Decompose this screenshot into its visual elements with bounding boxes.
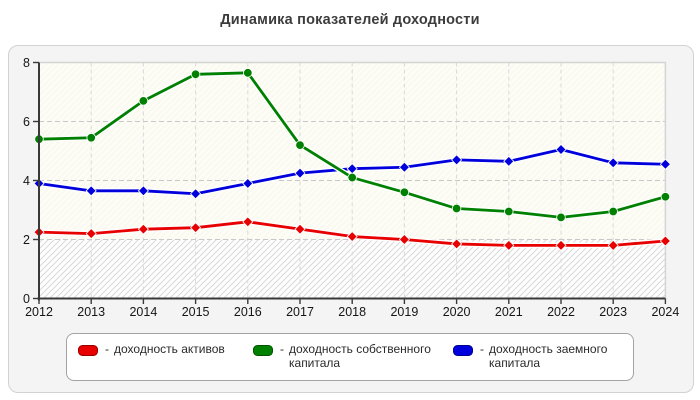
x-tick-label: 2019 [390,305,418,319]
series-debt-return [33,143,671,200]
legend-label-equity-return: доходность собственного капитала [289,342,431,370]
plot-area: 0 2 4 6 8 2012 2013 2014 2015 2016 2017 2018 2019 202… [23,56,679,319]
legend-dash: - [480,342,484,356]
equity-return-marker [295,140,305,150]
equity-return-marker [347,172,357,183]
series-assets-return [33,216,671,251]
debt-return-marker [607,157,619,169]
assets-return-marker [451,238,463,250]
x-tick-label: 2022 [547,305,575,319]
assets-return-marker [137,223,149,235]
debt-return-marker [85,185,97,197]
debt-return-marker [451,154,463,166]
debt-return-marker [398,161,410,173]
assets-return-marker [555,239,567,251]
legend-item-equity-return: - доходность собственного капитала [253,342,452,370]
legend-item-debt-return: - доходность заемного капитала [453,342,629,370]
debt-return-marker [555,143,567,156]
x-tick-label: 2018 [338,305,366,319]
assets-return-marker [190,222,202,234]
equity-return-marker [660,192,671,202]
x-tick-label: 2023 [599,305,627,319]
plot-border [39,61,667,299]
legend-dash: - [105,342,109,356]
y-tick-label: 6 [23,115,30,129]
x-tick-label: 2020 [443,305,471,319]
equity-return-marker [399,187,410,198]
equity-return-marker [243,68,253,78]
debt-return-marker [294,167,306,179]
series-equity-return [34,68,671,223]
equity-return-marker [190,69,201,80]
debt-return-marker [503,155,515,167]
debt-return-marker [346,163,358,175]
debt-return-marker [242,177,254,190]
x-tick-label: 2024 [651,305,679,319]
debt-return-legend-swatch [453,345,473,356]
y-tick-label: 2 [23,233,30,247]
y-tick-label: 0 [23,292,30,306]
x-tick-label: 2012 [25,305,53,319]
legend: - доходность активов - доходность собств… [66,333,634,381]
x-tick-label: 2017 [286,305,314,319]
assets-return-marker [607,239,619,251]
legend-dash: - [280,342,284,356]
x-tick-label: 2021 [495,305,523,319]
axes: 0 2 4 6 8 2012 2013 2014 2015 2016 2017 2018 2019 202… [23,56,679,319]
equity-return-marker [138,96,149,106]
equity-return-marker [504,206,514,217]
chart-title: Динамика показателей доходности [220,12,480,28]
x-tick-label: 2016 [234,305,262,319]
legend-label-assets-return: доходность активов [114,342,225,356]
assets-return-marker [503,239,515,251]
equity-return-marker [451,203,462,214]
assets-return-marker [398,233,410,246]
x-tick-label: 2014 [129,305,157,319]
assets-return-marker [346,230,358,243]
debt-return-marker [190,188,202,200]
assets-return-marker [242,216,254,228]
y-tick-label: 8 [23,56,30,70]
legend-item-assets-return: - доходность активов [78,342,225,356]
equity-return-marker [556,212,566,223]
equity-return-legend-swatch [253,345,273,356]
assets-return-marker [659,235,671,247]
x-tick-label: 2013 [77,305,105,319]
equity-return-marker [608,206,618,217]
debt-return-marker [137,185,149,197]
y-tick-label: 4 [23,174,30,188]
x-gridlines [90,62,614,299]
assets-return-marker [85,228,97,240]
assets-return-legend-swatch [78,345,98,356]
assets-return-marker [294,223,306,235]
equity-return-marker [86,133,96,143]
legend-label-debt-return: доходность заемного капитала [489,342,608,370]
debt-return-marker [659,158,671,170]
x-tick-label: 2015 [182,305,210,319]
